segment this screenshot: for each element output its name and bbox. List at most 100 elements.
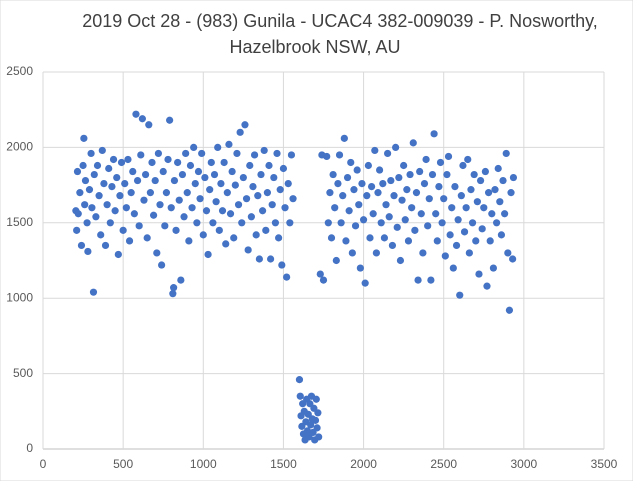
data-point — [355, 201, 363, 209]
data-point — [348, 249, 356, 257]
data-point — [159, 167, 167, 176]
data-point — [379, 179, 387, 188]
data-point — [220, 158, 228, 167]
data-point — [408, 204, 416, 212]
data-point — [250, 151, 259, 159]
data-point — [106, 219, 114, 227]
data-point — [398, 196, 406, 204]
data-point — [188, 204, 196, 212]
data-point — [345, 207, 353, 215]
data-point — [435, 183, 443, 191]
x-tick-label: 500 — [113, 457, 133, 471]
data-point — [169, 290, 177, 298]
data-point — [262, 226, 270, 234]
data-point — [388, 241, 397, 250]
data-point — [316, 270, 324, 278]
data-point — [475, 270, 483, 278]
data-point — [311, 416, 320, 424]
data-point — [335, 151, 344, 159]
data-point — [313, 424, 321, 432]
data-point — [79, 161, 87, 170]
data-point — [257, 170, 265, 179]
data-point — [206, 186, 214, 194]
data-point — [238, 219, 246, 227]
data-point — [149, 211, 158, 219]
data-point — [284, 179, 292, 188]
data-point — [400, 161, 408, 170]
data-point — [496, 198, 504, 206]
data-point — [218, 207, 227, 215]
data-point — [493, 219, 501, 227]
data-point — [265, 161, 273, 170]
data-point — [101, 241, 110, 250]
data-point — [396, 256, 405, 265]
data-point — [283, 273, 291, 281]
data-point — [467, 186, 475, 194]
data-point — [483, 282, 491, 290]
data-point — [329, 170, 337, 179]
data-point — [89, 288, 98, 296]
data-point — [116, 192, 124, 200]
data-point — [452, 241, 461, 250]
data-point — [275, 234, 283, 242]
data-point — [403, 186, 411, 194]
data-point — [327, 234, 336, 242]
data-point — [289, 195, 297, 203]
data-point — [223, 189, 231, 197]
data-point — [231, 181, 239, 189]
data-point — [268, 201, 276, 209]
data-point — [130, 210, 138, 218]
data-point — [201, 173, 209, 182]
data-point — [484, 189, 493, 197]
data-point — [457, 192, 465, 200]
data-point — [217, 179, 225, 188]
y-tick-label: 2000 — [6, 140, 33, 154]
data-point — [154, 149, 163, 158]
data-point — [127, 189, 135, 197]
data-point — [443, 170, 451, 179]
data-point — [436, 158, 445, 167]
data-point — [505, 306, 514, 314]
data-point — [233, 149, 241, 158]
data-point — [182, 149, 190, 158]
data-point — [489, 264, 498, 272]
data-point — [416, 167, 424, 176]
data-point — [273, 149, 281, 158]
data-point — [414, 276, 422, 284]
data-point — [85, 186, 94, 194]
data-point — [271, 219, 280, 227]
data-point — [449, 264, 457, 272]
data-point — [143, 234, 151, 242]
data-point — [324, 219, 332, 227]
data-point — [456, 291, 464, 299]
y-tick-label: 2500 — [6, 64, 33, 78]
data-point — [470, 170, 478, 179]
data-point — [185, 237, 193, 245]
data-point — [210, 170, 219, 179]
data-point — [371, 146, 379, 155]
data-point — [170, 176, 179, 185]
data-point — [504, 249, 512, 257]
data-point — [497, 231, 506, 239]
data-point — [367, 183, 376, 191]
data-point — [491, 186, 499, 194]
data-point — [140, 196, 148, 204]
data-point — [459, 161, 467, 170]
data-point — [473, 198, 481, 206]
x-tick-label: 3500 — [591, 457, 618, 471]
data-point — [339, 192, 347, 200]
data-point — [507, 189, 515, 197]
data-point — [448, 204, 456, 212]
data-point — [199, 231, 207, 239]
data-point — [241, 121, 249, 129]
data-point — [390, 192, 398, 200]
data-point — [81, 176, 90, 185]
data-point — [404, 237, 413, 245]
data-point — [296, 392, 304, 400]
data-point — [444, 152, 453, 161]
data-point — [246, 161, 254, 170]
data-point — [422, 155, 430, 164]
data-point — [281, 204, 289, 212]
data-point — [369, 210, 377, 218]
data-point — [202, 207, 211, 215]
